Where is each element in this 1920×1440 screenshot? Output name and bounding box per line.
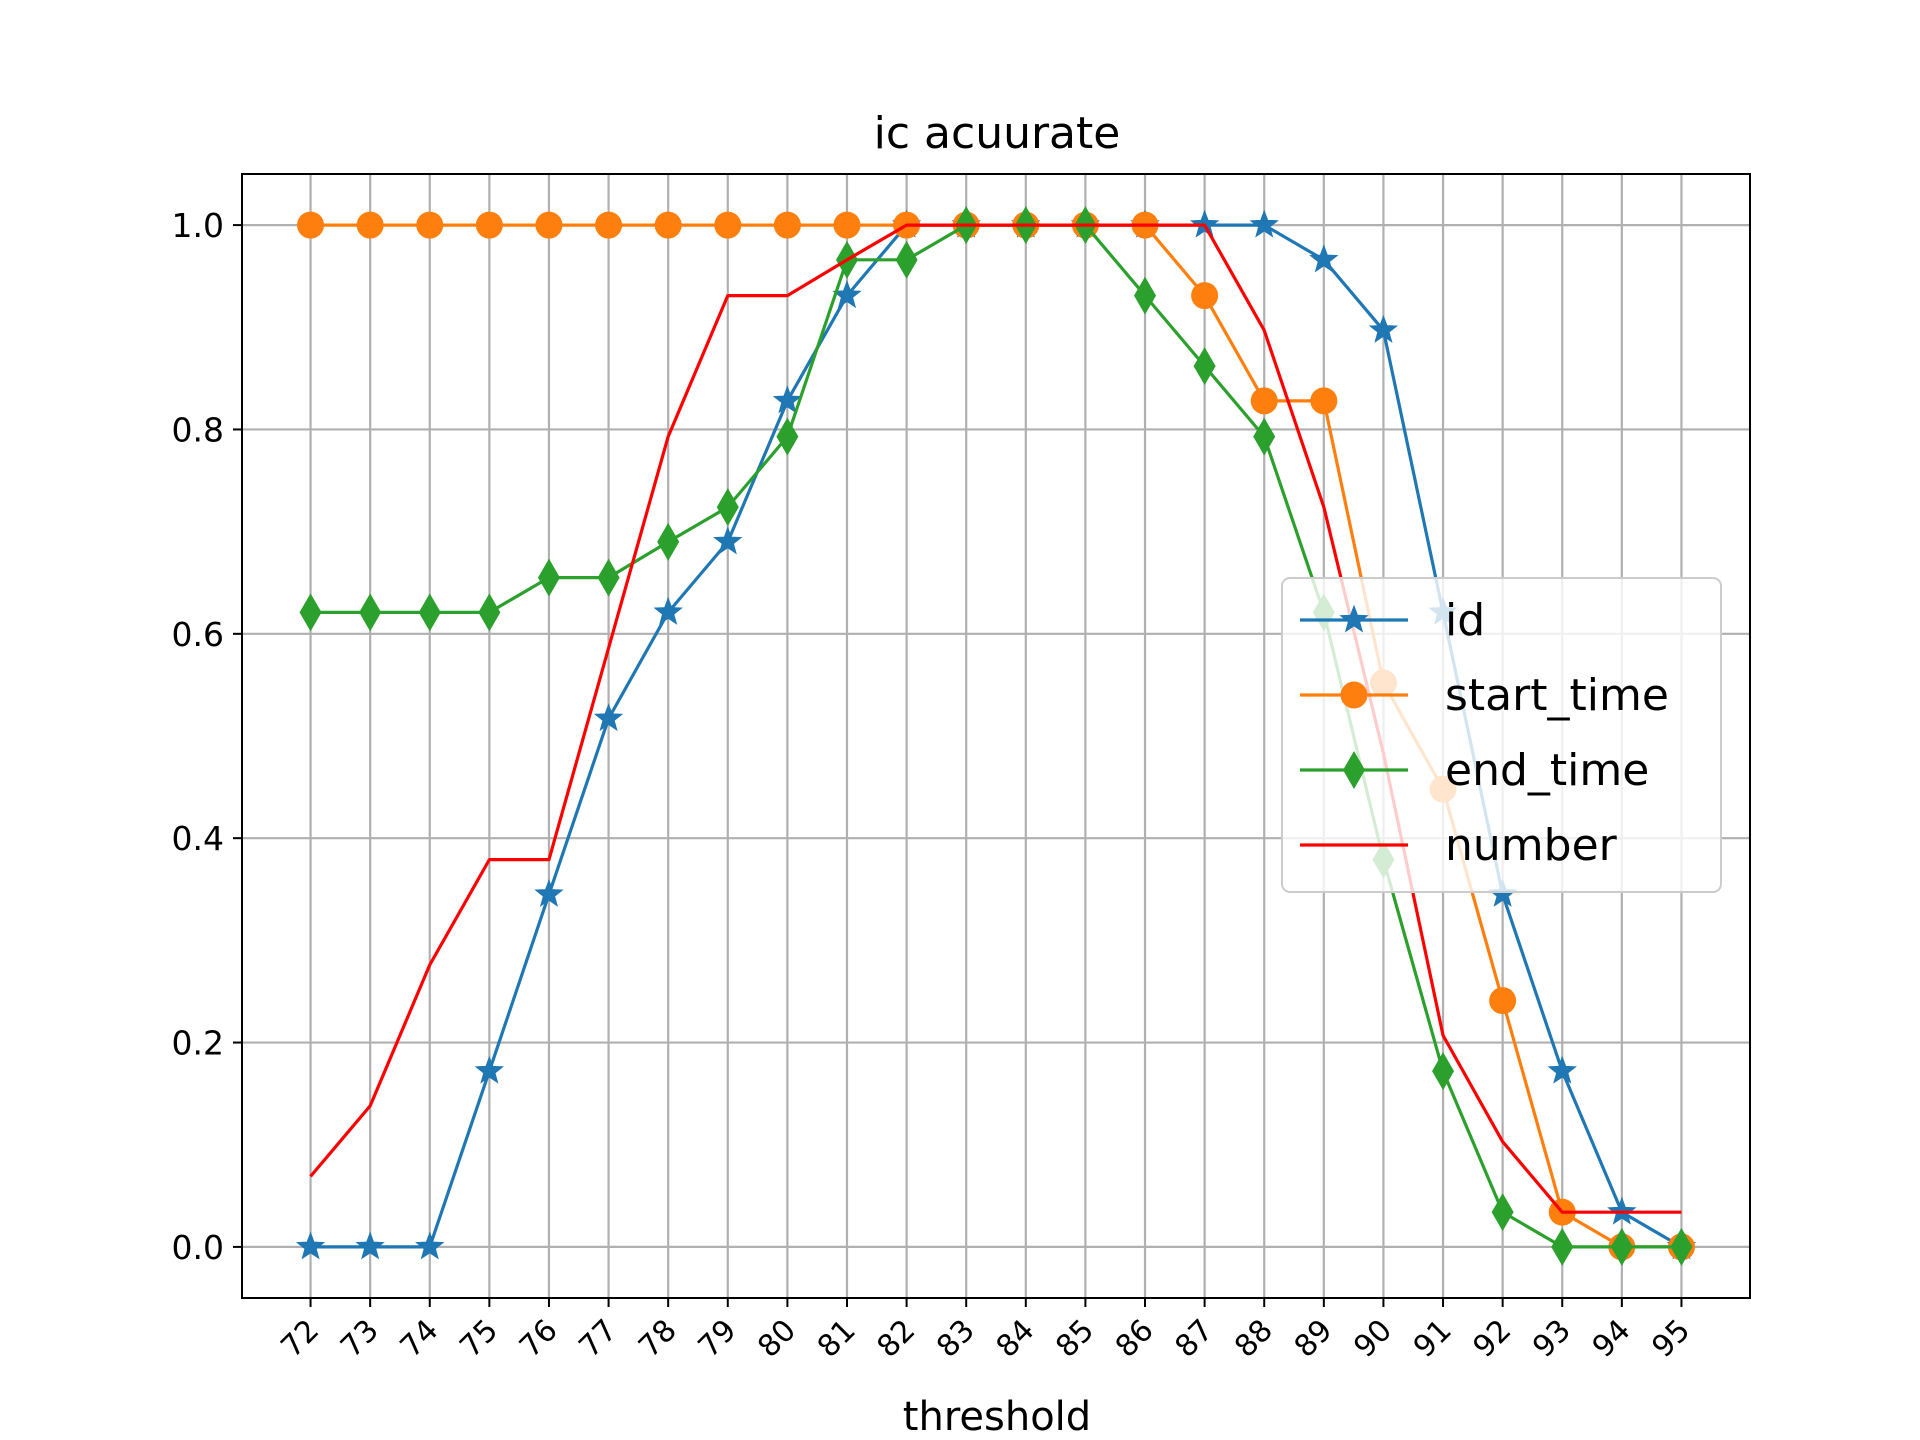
data-point: [1547, 1055, 1577, 1084]
data-point: [1432, 1052, 1455, 1091]
y-tick-label: 0.2: [172, 1024, 224, 1063]
legend-label: start_time: [1445, 670, 1669, 721]
data-point: [772, 385, 803, 414]
data-point: [895, 240, 918, 279]
data-point: [355, 1231, 385, 1260]
data-point: [593, 703, 624, 732]
data-point: [714, 211, 742, 239]
data-point: [415, 1231, 445, 1260]
x-axis-label: threshold: [903, 1394, 1091, 1440]
data-point: [1489, 987, 1517, 1015]
data-point: [1250, 387, 1278, 415]
data-point: [475, 211, 503, 239]
data-point: [1249, 209, 1279, 238]
data-point: [773, 211, 801, 239]
y-tick-label: 1.0: [172, 206, 224, 245]
legend-box: [1281, 577, 1722, 893]
data-point: [1551, 1227, 1574, 1266]
legend-marker: [1340, 681, 1368, 709]
y-tick-label: 0.6: [172, 615, 224, 654]
y-axis: 0.0 0.2 0.4 0.6 0.8 1.0: [172, 206, 242, 1267]
data-point: [713, 526, 743, 555]
data-point: [653, 596, 683, 625]
plot-frame: [241, 173, 1751, 1299]
data-point: [534, 878, 564, 907]
data-point: [416, 211, 444, 239]
legend-label: end_time: [1445, 745, 1649, 796]
data-point: [597, 558, 620, 597]
data-point: [359, 593, 382, 632]
y-tick-label: 0.0: [172, 1228, 224, 1267]
data-point: [1193, 347, 1216, 386]
legend-marker: [1343, 751, 1365, 789]
data-point: [833, 211, 861, 239]
series-number: [309, 223, 1682, 1214]
data-point: [537, 558, 560, 597]
data-point: [1191, 282, 1219, 310]
y-tick-label: 0.8: [172, 410, 224, 449]
data-point: [474, 1055, 505, 1084]
data-point: [478, 593, 501, 632]
data-point: [418, 593, 441, 632]
legend-label: number: [1445, 820, 1618, 871]
data-point: [595, 211, 623, 239]
data-point: [1610, 1227, 1633, 1266]
data-point: [356, 211, 384, 239]
data-point: [297, 211, 325, 239]
legend-label: id: [1445, 595, 1485, 646]
data-point: [1670, 1227, 1693, 1266]
chart-title: ic acuurate: [874, 108, 1121, 159]
data-point: [1309, 244, 1339, 273]
data-point: [657, 522, 680, 561]
data-point: [1253, 417, 1276, 456]
data-point: [1134, 276, 1157, 315]
data-point: [776, 417, 799, 456]
data-point: [295, 1231, 326, 1260]
data-point: [535, 211, 563, 239]
series-line: [309, 223, 1682, 1214]
data-point: [1491, 1193, 1514, 1232]
data-point: [716, 488, 739, 527]
data-point: [1310, 387, 1338, 415]
legend-marker: [1339, 604, 1369, 633]
data-point: [654, 211, 682, 239]
y-tick-label: 0.4: [172, 819, 224, 858]
data-point: [299, 593, 322, 632]
data-point: [1368, 314, 1399, 343]
